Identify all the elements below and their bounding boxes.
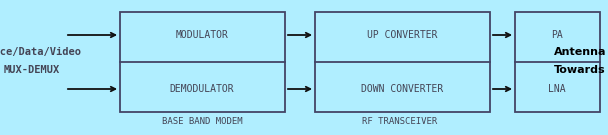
Text: Antenna: Antenna (554, 47, 606, 57)
Text: Voice/Data/Video: Voice/Data/Video (0, 47, 82, 57)
Bar (120, 12, 285, 112)
Bar (515, 12, 600, 112)
Text: MUX-DEMUX: MUX-DEMUX (4, 65, 60, 75)
Text: BASE BAND MODEM: BASE BAND MODEM (162, 117, 243, 126)
Text: PA: PA (551, 30, 563, 40)
Text: RF TRANSCEIVER: RF TRANSCEIVER (362, 117, 438, 126)
Text: UP CONVERTER: UP CONVERTER (367, 30, 437, 40)
Text: DEMODULATOR: DEMODULATOR (170, 84, 234, 94)
Text: MODULATOR: MODULATOR (176, 30, 229, 40)
Bar (315, 12, 490, 112)
Text: LNA: LNA (548, 84, 566, 94)
Text: Towards: Towards (554, 65, 606, 75)
Text: DOWN CONVERTER: DOWN CONVERTER (361, 84, 443, 94)
